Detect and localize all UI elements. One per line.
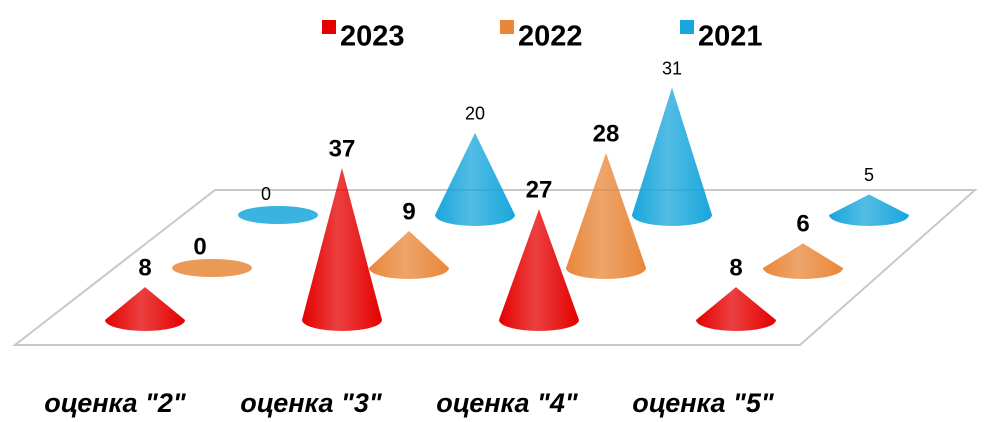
cone <box>302 168 382 331</box>
legend-label: 2021 <box>698 21 763 53</box>
cone <box>499 209 579 331</box>
data-label: 31 <box>662 58 682 78</box>
category-label: оценка "2" <box>44 388 187 418</box>
data-label: 9 <box>402 198 415 225</box>
data-label: 27 <box>526 176 553 203</box>
cone <box>238 206 318 224</box>
data-label: 8 <box>138 254 151 281</box>
cone <box>632 87 712 226</box>
legend-swatch <box>500 20 514 34</box>
data-label: 6 <box>796 211 809 238</box>
cone <box>369 231 449 279</box>
category-label: оценка "4" <box>436 388 579 418</box>
cone <box>829 194 909 226</box>
data-label: 20 <box>465 104 485 124</box>
cone <box>105 287 185 331</box>
legend-label: 2022 <box>518 21 583 53</box>
data-label: 37 <box>329 135 356 162</box>
cone <box>435 132 515 226</box>
data-label: 8 <box>729 254 742 281</box>
category-label: оценка "3" <box>240 388 383 418</box>
legend-swatch <box>322 20 336 34</box>
cone <box>566 152 646 279</box>
cone <box>763 243 843 279</box>
cone <box>696 287 776 331</box>
cone <box>172 259 252 277</box>
category-label: оценка "5" <box>632 388 775 418</box>
legend-label: 2023 <box>340 21 405 53</box>
data-label: 0 <box>261 184 271 204</box>
data-label: 0 <box>193 233 206 260</box>
data-label: 5 <box>864 165 874 185</box>
legend-swatch <box>680 20 694 34</box>
data-label: 28 <box>593 120 620 147</box>
